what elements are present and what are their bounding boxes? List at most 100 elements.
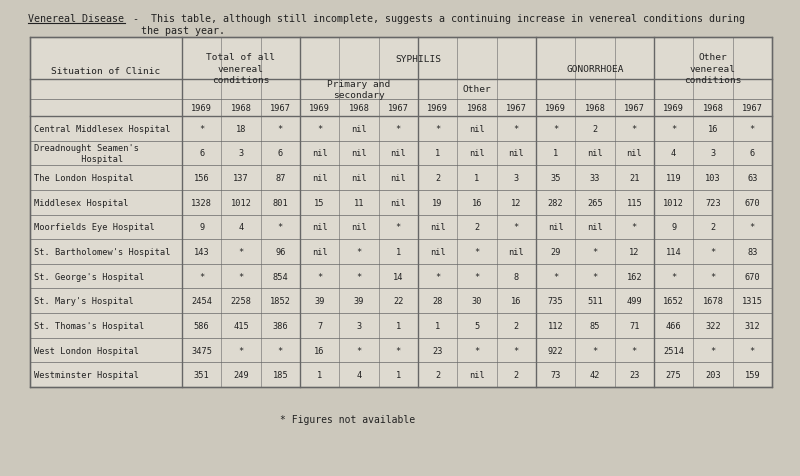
Text: nil: nil bbox=[430, 223, 446, 232]
Text: Other
venereal
conditions: Other venereal conditions bbox=[684, 53, 742, 85]
Text: 3: 3 bbox=[356, 321, 362, 330]
Text: 2: 2 bbox=[592, 125, 598, 134]
Text: *: * bbox=[710, 346, 716, 355]
Text: 4: 4 bbox=[671, 149, 676, 158]
Text: nil: nil bbox=[587, 149, 603, 158]
Text: nil: nil bbox=[312, 248, 327, 257]
Text: *: * bbox=[632, 125, 637, 134]
Text: nil: nil bbox=[390, 198, 406, 207]
Text: 112: 112 bbox=[548, 321, 563, 330]
Text: The London Hospital: The London Hospital bbox=[34, 174, 134, 183]
Text: 1967: 1967 bbox=[624, 104, 645, 113]
Text: St. Bartholomew's Hospital: St. Bartholomew's Hospital bbox=[34, 248, 170, 257]
Text: nil: nil bbox=[312, 149, 327, 158]
Text: 42: 42 bbox=[590, 370, 600, 379]
Text: 312: 312 bbox=[745, 321, 760, 330]
Text: the past year.: the past year. bbox=[141, 26, 225, 36]
Text: 2514: 2514 bbox=[663, 346, 684, 355]
Text: West London Hospital: West London Hospital bbox=[34, 346, 139, 355]
Text: nil: nil bbox=[587, 223, 603, 232]
Text: *: * bbox=[553, 125, 558, 134]
Text: 1969: 1969 bbox=[427, 104, 448, 113]
Text: *: * bbox=[278, 346, 283, 355]
Text: 1968: 1968 bbox=[466, 104, 487, 113]
Text: 670: 670 bbox=[745, 198, 760, 207]
Text: 723: 723 bbox=[705, 198, 721, 207]
Text: *: * bbox=[710, 272, 716, 281]
Text: 6: 6 bbox=[278, 149, 283, 158]
Text: *: * bbox=[474, 346, 480, 355]
Text: *: * bbox=[474, 272, 480, 281]
Text: 1969: 1969 bbox=[309, 104, 330, 113]
Text: *: * bbox=[278, 223, 283, 232]
Text: 16: 16 bbox=[511, 297, 522, 306]
Text: 16: 16 bbox=[314, 346, 325, 355]
Text: 156: 156 bbox=[194, 174, 210, 183]
Text: 137: 137 bbox=[233, 174, 249, 183]
Text: 1: 1 bbox=[396, 321, 401, 330]
Text: *: * bbox=[632, 223, 637, 232]
Text: nil: nil bbox=[430, 248, 446, 257]
Text: *: * bbox=[238, 346, 244, 355]
Text: 2: 2 bbox=[435, 370, 440, 379]
Text: 1967: 1967 bbox=[388, 104, 409, 113]
Text: 511: 511 bbox=[587, 297, 603, 306]
Text: 83: 83 bbox=[747, 248, 758, 257]
Text: *: * bbox=[514, 125, 519, 134]
Text: 30: 30 bbox=[472, 297, 482, 306]
Text: Middlesex Hospital: Middlesex Hospital bbox=[34, 198, 129, 207]
Text: 73: 73 bbox=[550, 370, 561, 379]
Text: 351: 351 bbox=[194, 370, 210, 379]
Text: 11: 11 bbox=[354, 198, 364, 207]
Text: 1: 1 bbox=[435, 149, 440, 158]
Text: 2: 2 bbox=[710, 223, 716, 232]
Text: 16: 16 bbox=[708, 125, 718, 134]
Text: nil: nil bbox=[469, 149, 485, 158]
Bar bbox=[30, 38, 772, 387]
Text: 1967: 1967 bbox=[270, 104, 291, 113]
Text: *: * bbox=[238, 272, 244, 281]
Text: 735: 735 bbox=[548, 297, 563, 306]
Text: *: * bbox=[710, 248, 716, 257]
Text: *: * bbox=[238, 248, 244, 257]
Text: 1852: 1852 bbox=[270, 297, 291, 306]
Text: 9: 9 bbox=[199, 223, 204, 232]
Text: *: * bbox=[671, 272, 676, 281]
Text: *: * bbox=[474, 248, 480, 257]
Text: 15: 15 bbox=[314, 198, 325, 207]
Text: 85: 85 bbox=[590, 321, 600, 330]
Text: 162: 162 bbox=[626, 272, 642, 281]
Text: 115: 115 bbox=[626, 198, 642, 207]
Text: 87: 87 bbox=[275, 174, 286, 183]
Text: *: * bbox=[317, 125, 322, 134]
Text: 1967: 1967 bbox=[742, 104, 763, 113]
Text: 1: 1 bbox=[553, 149, 558, 158]
Text: 801: 801 bbox=[273, 198, 288, 207]
Text: 1: 1 bbox=[474, 174, 480, 183]
Text: 16: 16 bbox=[472, 198, 482, 207]
Text: 499: 499 bbox=[626, 297, 642, 306]
Text: *: * bbox=[514, 223, 519, 232]
Text: 23: 23 bbox=[629, 370, 639, 379]
Text: Situation of Clinic: Situation of Clinic bbox=[51, 68, 161, 76]
Text: 3475: 3475 bbox=[191, 346, 212, 355]
Text: nil: nil bbox=[626, 149, 642, 158]
Text: 466: 466 bbox=[666, 321, 682, 330]
Text: 249: 249 bbox=[233, 370, 249, 379]
Text: 1012: 1012 bbox=[230, 198, 251, 207]
Text: 1: 1 bbox=[435, 321, 440, 330]
Text: 1968: 1968 bbox=[585, 104, 606, 113]
Text: 1: 1 bbox=[317, 370, 322, 379]
Text: 63: 63 bbox=[747, 174, 758, 183]
Text: 922: 922 bbox=[548, 346, 563, 355]
Text: St. George's Hospital: St. George's Hospital bbox=[34, 272, 144, 281]
Text: 670: 670 bbox=[745, 272, 760, 281]
Text: Primary and
secondary: Primary and secondary bbox=[327, 79, 390, 100]
Text: nil: nil bbox=[469, 370, 485, 379]
Text: *: * bbox=[396, 223, 401, 232]
Text: *: * bbox=[750, 223, 755, 232]
Text: 2: 2 bbox=[435, 174, 440, 183]
Text: 2: 2 bbox=[514, 321, 519, 330]
Text: *: * bbox=[671, 125, 676, 134]
Text: GONORRHOEA: GONORRHOEA bbox=[566, 64, 624, 73]
